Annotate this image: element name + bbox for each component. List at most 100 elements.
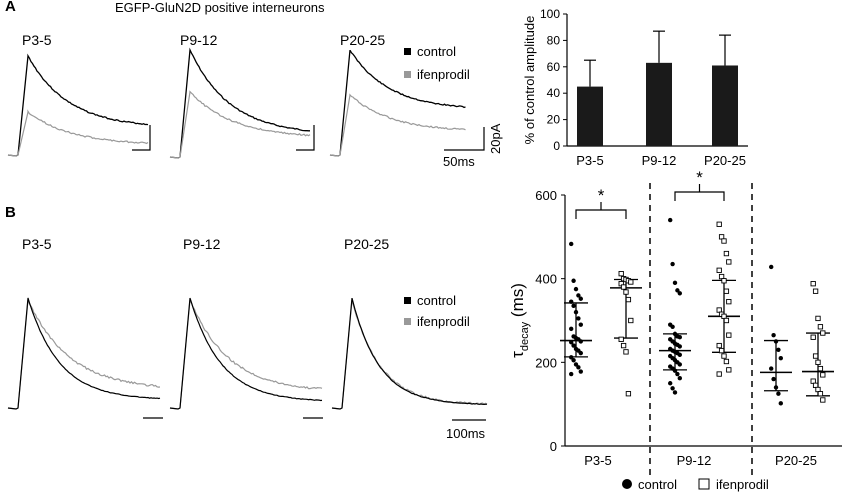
b-legend-control-swatch <box>404 297 411 304</box>
data-point-control <box>677 291 682 296</box>
b-trace-control-1 <box>7 297 161 410</box>
data-point-control <box>672 390 678 395</box>
data-point-ifenprodil <box>716 221 722 227</box>
scatter-legend-control-marker <box>622 479 632 489</box>
a-trace-control-1 <box>7 53 149 157</box>
data-point-ifenprodil <box>721 353 727 359</box>
data-point-ifenprodil <box>812 288 819 294</box>
significance-bracket <box>674 191 725 201</box>
data-point-control <box>677 352 682 358</box>
panel-a-trace-group <box>7 47 466 159</box>
amplitude-bar-chart: 0 20 40 60 80 100% of control amplitude P3-5 P9… <box>522 7 748 168</box>
data-point-ifenprodil <box>810 334 816 340</box>
a-legend-control-swatch <box>404 48 411 55</box>
data-point-control <box>672 280 678 286</box>
bar-y-tick-label: 80 <box>547 33 561 47</box>
data-point-ifenprodil <box>716 267 722 273</box>
data-point-ifenprodil <box>726 367 732 373</box>
data-point-control <box>571 358 576 363</box>
a-scale-time-label: 50ms <box>443 154 475 169</box>
data-point-ifenprodil <box>723 358 730 365</box>
a-legend-ifenprodil-label: ifenprodil <box>417 67 470 82</box>
data-point-ifenprodil <box>726 259 732 265</box>
data-point-ifenprodil <box>618 270 624 277</box>
data-point-control <box>773 339 779 344</box>
data-point-control <box>569 299 574 304</box>
data-point-control <box>573 286 579 292</box>
bar-y-axis-label: % of control amplitude <box>522 16 537 145</box>
data-point-ifenprodil <box>820 397 826 403</box>
data-point-control <box>578 350 583 356</box>
scatter-category-label: P9-12 <box>677 453 712 468</box>
data-point-ifenprodil <box>623 349 629 355</box>
data-point-ifenprodil <box>817 324 824 330</box>
data-point-ifenprodil <box>625 296 632 303</box>
data-point-control <box>573 309 579 315</box>
significance-star: * <box>598 186 605 205</box>
panel-a-traces <box>7 47 485 159</box>
data-point-control <box>569 241 574 247</box>
panel-a-title: EGFP-GluN2D positive interneurons <box>115 0 325 15</box>
scatter-legend-ifenprodil-marker <box>698 478 710 490</box>
scatter-y-tick-label: 400 <box>535 272 557 287</box>
bar-y-tick-label: 40 <box>547 86 561 100</box>
a-trace-ifenprodil-1 <box>7 109 149 157</box>
data-point-control <box>569 355 574 360</box>
a-scalebar-2 <box>296 125 315 151</box>
scatter-y-tick-label: 200 <box>535 355 557 370</box>
significance-star: * <box>696 168 703 187</box>
data-point-control <box>769 264 774 270</box>
data-point-control <box>773 385 779 390</box>
data-point-control <box>668 217 673 223</box>
data-point-control <box>675 371 680 377</box>
bar-p3-5 <box>577 86 603 146</box>
panel-a-letter: A <box>5 0 16 15</box>
b-age-label-3: P20-25 <box>344 236 390 252</box>
data-point-ifenprodil <box>718 347 725 354</box>
data-point-control <box>776 391 781 396</box>
bar-y-tick-label: 60 <box>547 60 561 74</box>
data-point-control <box>576 293 581 298</box>
data-point-ifenprodil <box>625 391 632 397</box>
b-scale-time-label: 100ms <box>446 426 486 441</box>
data-point-control <box>576 365 581 370</box>
a-age-label-1: P3-5 <box>22 32 52 48</box>
data-point-control <box>571 343 576 348</box>
data-point-ifenprodil <box>723 288 730 294</box>
b-legend-ifenprodil-label: ifenprodil <box>417 314 470 329</box>
a-trace-control-3 <box>329 49 466 157</box>
data-point-control <box>677 344 682 349</box>
a-legend-control-label: control <box>417 44 457 59</box>
b-age-label-2: P9-12 <box>183 236 221 252</box>
data-point-ifenprodil <box>620 342 627 349</box>
a-scalebar-main <box>444 127 485 151</box>
data-point-control <box>675 288 680 293</box>
bar-p20-25 <box>712 65 738 146</box>
data-point-control <box>569 371 574 377</box>
data-point-ifenprodil <box>820 372 826 378</box>
data-point-control <box>778 355 783 361</box>
data-point-ifenprodil <box>723 317 730 324</box>
bar-p9-12 <box>646 62 672 147</box>
scatter-legend-ifenprodil-label: ifenprodil <box>716 477 769 492</box>
scatter-y-tick-label: 600 <box>535 188 557 203</box>
a-legend-ifenprodil-swatch <box>404 71 411 78</box>
b-trace-ifenprodil-1 <box>7 299 161 410</box>
data-point-control <box>677 335 682 340</box>
data-point-control <box>771 376 776 382</box>
data-point-ifenprodil <box>628 279 634 285</box>
data-point-control <box>569 326 574 332</box>
scatter-legend-control-label: control <box>638 477 677 492</box>
data-point-control <box>677 376 682 381</box>
scatter-y-axis-label: τdecay (ms) <box>508 283 531 358</box>
data-point-control <box>670 261 675 267</box>
data-point-control <box>569 340 574 345</box>
b-age-label-1: P3-5 <box>22 236 52 252</box>
data-point-control <box>571 278 576 283</box>
bar-category-label: P9-12 <box>642 153 677 168</box>
scatter-category-label: P3-5 <box>584 453 611 468</box>
data-point-control <box>769 366 774 371</box>
data-point-control <box>670 324 675 329</box>
data-point-ifenprodil <box>716 342 722 349</box>
